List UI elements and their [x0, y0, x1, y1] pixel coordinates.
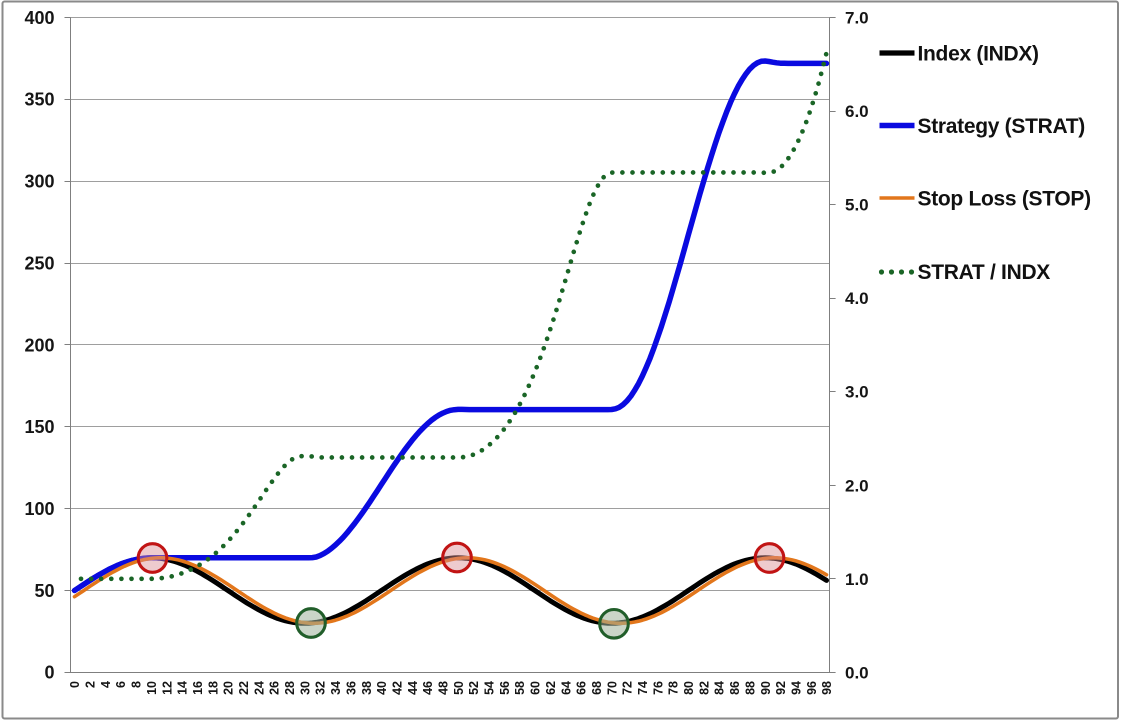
svg-text:50: 50	[34, 581, 54, 601]
svg-text:3.0: 3.0	[845, 383, 869, 402]
svg-text:5.0: 5.0	[845, 196, 869, 215]
svg-text:Index (INDX): Index (INDX)	[918, 42, 1039, 65]
svg-text:58: 58	[513, 681, 527, 695]
svg-text:22: 22	[237, 681, 251, 695]
svg-text:84: 84	[713, 681, 727, 695]
svg-text:4.0: 4.0	[845, 289, 869, 308]
svg-text:98: 98	[820, 681, 834, 695]
svg-text:0: 0	[68, 681, 82, 688]
svg-text:68: 68	[590, 681, 604, 695]
svg-text:STRAT / INDX: STRAT / INDX	[918, 261, 1051, 284]
svg-text:Stop Loss (STOP): Stop Loss (STOP)	[918, 187, 1091, 210]
svg-text:86: 86	[728, 681, 742, 695]
svg-text:36: 36	[344, 681, 358, 695]
svg-text:54: 54	[483, 681, 497, 695]
svg-text:48: 48	[437, 681, 451, 695]
svg-text:16: 16	[191, 681, 205, 695]
svg-text:24: 24	[252, 681, 266, 695]
svg-text:56: 56	[498, 681, 512, 695]
svg-text:44: 44	[406, 681, 420, 695]
svg-text:66: 66	[575, 681, 589, 695]
svg-text:14: 14	[176, 681, 190, 695]
svg-text:32: 32	[314, 681, 328, 695]
svg-text:12: 12	[160, 681, 174, 695]
svg-text:1.0: 1.0	[845, 570, 869, 589]
svg-text:38: 38	[360, 681, 374, 695]
svg-text:6.0: 6.0	[845, 102, 869, 121]
svg-text:18: 18	[206, 681, 220, 695]
svg-text:150: 150	[24, 417, 54, 437]
svg-text:78: 78	[667, 681, 681, 695]
svg-text:74: 74	[636, 681, 650, 695]
svg-text:0.0: 0.0	[845, 663, 869, 682]
svg-text:26: 26	[268, 681, 282, 695]
svg-text:30: 30	[298, 681, 312, 695]
svg-text:94: 94	[790, 681, 804, 695]
svg-text:62: 62	[544, 681, 558, 695]
svg-text:200: 200	[24, 335, 54, 355]
svg-text:8: 8	[130, 681, 144, 688]
svg-text:90: 90	[759, 681, 773, 695]
svg-text:7.0: 7.0	[845, 9, 869, 28]
svg-text:28: 28	[283, 681, 297, 695]
svg-text:10: 10	[145, 681, 159, 695]
svg-text:96: 96	[805, 681, 819, 695]
svg-text:42: 42	[391, 681, 405, 695]
svg-text:34: 34	[329, 681, 343, 695]
svg-text:88: 88	[743, 681, 757, 695]
svg-text:250: 250	[24, 253, 54, 273]
svg-text:40: 40	[375, 681, 389, 695]
svg-text:70: 70	[605, 681, 619, 695]
svg-text:20: 20	[222, 681, 236, 695]
svg-text:50: 50	[452, 681, 466, 695]
svg-text:0: 0	[44, 663, 54, 683]
svg-text:46: 46	[421, 681, 435, 695]
svg-text:82: 82	[697, 681, 711, 695]
svg-text:60: 60	[529, 681, 543, 695]
svg-text:4: 4	[99, 681, 113, 688]
svg-text:2: 2	[84, 681, 98, 688]
svg-text:Strategy (STRAT): Strategy (STRAT)	[918, 115, 1086, 138]
svg-text:80: 80	[682, 681, 696, 695]
svg-text:76: 76	[651, 681, 665, 695]
svg-text:2.0: 2.0	[845, 476, 869, 495]
svg-text:400: 400	[24, 8, 54, 28]
svg-text:300: 300	[24, 172, 54, 192]
svg-text:6: 6	[114, 681, 128, 688]
svg-text:92: 92	[774, 681, 788, 695]
svg-text:72: 72	[621, 681, 635, 695]
svg-text:350: 350	[24, 90, 54, 110]
svg-text:64: 64	[559, 681, 573, 695]
svg-text:100: 100	[24, 499, 54, 519]
svg-text:52: 52	[467, 681, 481, 695]
